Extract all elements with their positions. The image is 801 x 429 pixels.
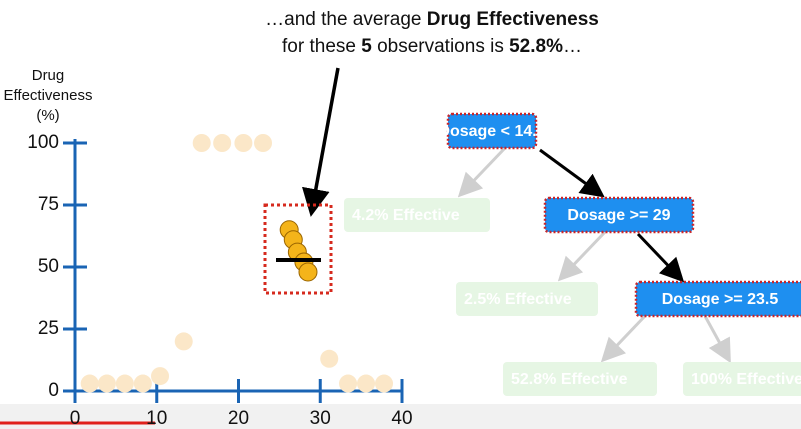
data-point (97, 374, 116, 393)
data-point (234, 134, 253, 152)
y-axis-label: Effectiveness (4, 87, 93, 104)
y-tick-label: 75 (38, 194, 59, 215)
annotation-part: … (563, 36, 582, 57)
tree-edge (636, 232, 685, 283)
data-point (133, 374, 152, 393)
tree-leaf (456, 282, 598, 316)
annotation-part: observations is (372, 36, 509, 57)
x-tick-label: 0 (70, 408, 81, 429)
data-point (80, 374, 99, 393)
tree-edge (557, 230, 607, 282)
tree-edge (539, 148, 605, 198)
data-point (375, 374, 394, 393)
tree-node (543, 196, 695, 234)
x-tick-label: 40 (391, 408, 412, 429)
data-point (320, 349, 339, 368)
tree-leaf-label: 52.8% Effective (511, 371, 628, 388)
annotation-part: 52.8% (509, 36, 563, 57)
data-point (357, 374, 376, 393)
tree-edge (703, 315, 731, 364)
x-tick-label: 20 (228, 408, 249, 429)
y-axis-label: (%) (36, 107, 59, 124)
tree-leaf-label: 4.2% Effective (352, 207, 460, 224)
tree-leaf-label: 2.5% Effective (464, 291, 572, 308)
player-bar (0, 404, 801, 429)
selection-box (263, 203, 333, 295)
x-tick-label: 10 (146, 408, 167, 429)
data-point (213, 134, 232, 152)
data-point (192, 134, 211, 152)
tree-node-label: Dosage >= 29 (567, 207, 670, 224)
decision-tree: Dosage < 14.5 4.2% Effective Dosage >= 29 2… (344, 112, 801, 396)
data-point (151, 367, 170, 386)
tree-node-label: Dosage < 14.5 (438, 123, 545, 140)
annotation-part: for these (282, 36, 361, 57)
tree-node (446, 112, 538, 150)
annotation-part: …and the average (265, 9, 427, 30)
annotation-part: Drug Effectiveness (427, 9, 599, 30)
pointer-arrow (302, 67, 340, 217)
data-point (115, 374, 134, 393)
annotation: …and the average Drug Effectiveness (265, 9, 599, 30)
annotation-part: 5 (361, 36, 372, 57)
tree-leaf (503, 362, 657, 396)
y-axis-label: Drug (32, 67, 65, 84)
tree-edge (457, 146, 507, 198)
annotation: for these 5 observations is 52.8%… (282, 36, 582, 57)
y-tick-label: 0 (48, 380, 59, 401)
tree-leaf (683, 362, 801, 396)
tree-leaf (344, 198, 490, 232)
data-point (174, 332, 193, 351)
y-tick-label: 50 (38, 256, 59, 277)
y-tick-label: 25 (38, 318, 59, 339)
data-point (254, 134, 273, 152)
data-point (298, 262, 318, 282)
tree-node-label: Dosage >= 23.5 (662, 291, 779, 308)
data-point (339, 374, 358, 393)
tree-edge (600, 314, 647, 363)
tree-node (634, 280, 801, 318)
tree-leaf-label: 100% Effective (691, 371, 801, 388)
y-tick-label: 100 (27, 132, 59, 153)
x-tick-label: 30 (310, 408, 331, 429)
